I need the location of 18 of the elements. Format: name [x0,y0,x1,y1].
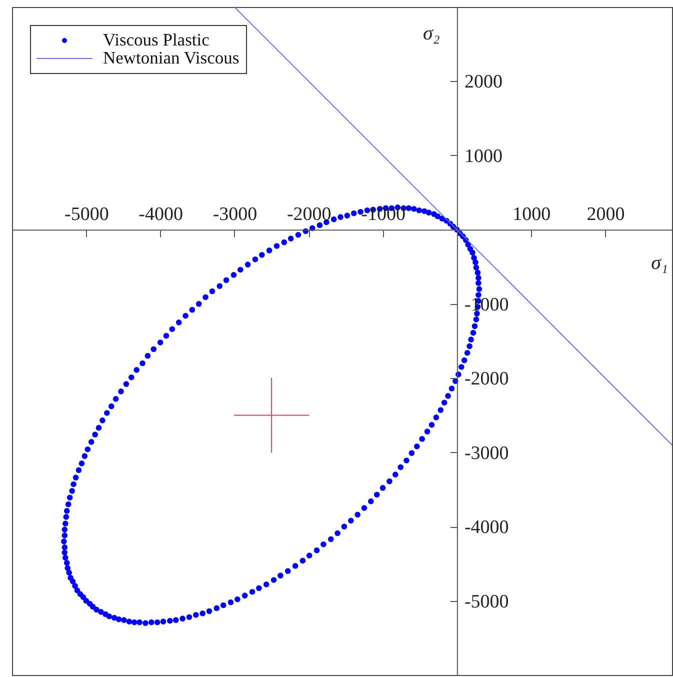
y-tick-label: -5000 [464,591,509,612]
x-tick-label: -1000 [361,204,406,226]
x-tick-label: -5000 [64,204,109,226]
x-tick-label: 2000 [586,204,625,226]
y-tick-label: -1000 [464,294,509,316]
y-tick-label: -3000 [464,442,509,464]
y-tick-label: 1000 [464,146,502,167]
x-tick-label: -2000 [286,204,332,226]
y-tick-label: -4000 [464,517,509,538]
x-tick-label: -3000 [212,204,258,226]
legend-label: Viscous Plastic [103,30,210,50]
y-axis-title: σ₂ [423,22,440,44]
x-axis-title: σ₁ [651,252,668,274]
x-tick-label: 1000 [512,204,551,226]
y-tick-label: 2000 [464,72,502,93]
x-tick-label: -4000 [138,204,183,226]
legend-label: Newtonian Viscous [103,48,240,68]
y-tick-label: -2000 [464,368,509,390]
